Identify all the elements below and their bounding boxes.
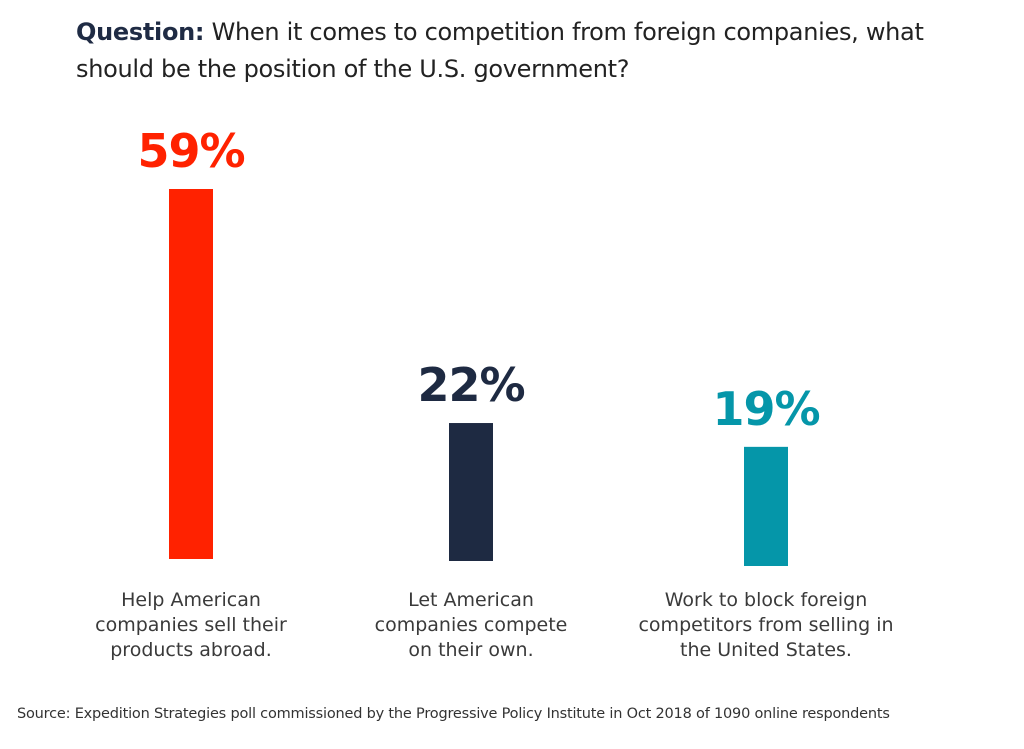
category-label-line: products abroad. (110, 639, 271, 661)
category-label-line: Work to block foreign (665, 589, 868, 611)
value-label-3: 19% (712, 382, 819, 436)
bar-1 (169, 189, 213, 559)
value-label-1: 59% (137, 124, 244, 178)
category-label-line: companies sell their (95, 614, 287, 636)
category-label-line: Help American (121, 589, 261, 611)
question-text: Question: When it comes to competition f… (76, 14, 976, 88)
category-label-line: the United States. (680, 639, 852, 661)
bar-3 (744, 446, 788, 566)
value-label-2: 22% (417, 358, 524, 412)
question-label: Question: (76, 18, 205, 46)
category-label-line: on their own. (408, 639, 533, 661)
question-body: When it comes to competition from foreig… (76, 18, 924, 83)
category-label-line: Let American (408, 589, 534, 611)
category-label-1: Help American companies sell their product… (95, 589, 287, 661)
category-label-line: companies compete (375, 614, 568, 636)
source-note: Source: Expedition Strategies poll commi… (17, 706, 890, 722)
category-label-3: Work to block foreign competitors from se… (638, 589, 893, 661)
category-label-2: Let American companies compete on their ow… (375, 589, 568, 661)
category-label-line: competitors from selling in (638, 614, 893, 636)
bar-2 (449, 423, 493, 561)
bar-chart: 59% Help American companies sell their prod… (95, 124, 893, 661)
